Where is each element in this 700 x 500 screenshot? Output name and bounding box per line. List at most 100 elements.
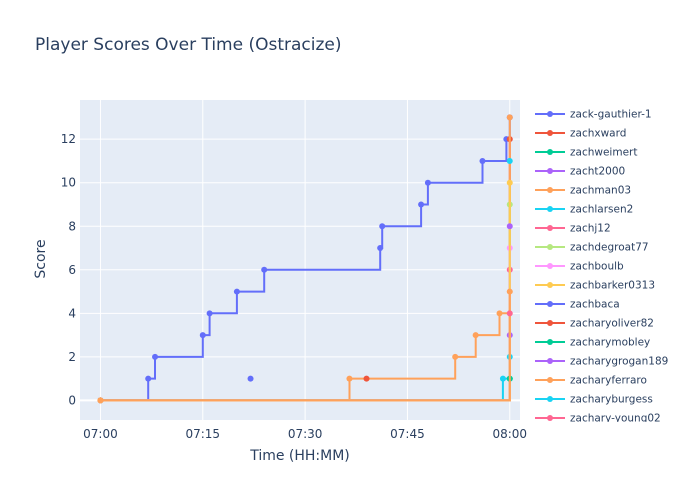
data-point[interactable] <box>506 310 513 317</box>
legend-item[interactable]: zachdegroat77 <box>535 242 649 254</box>
legend[interactable]: zack-gauthier-1 zachxward zachweimert zacht… <box>535 109 668 425</box>
data-point[interactable] <box>363 375 370 382</box>
legend-item[interactable]: zachj12 <box>535 223 611 235</box>
legend-item[interactable]: zachxward <box>535 128 626 140</box>
tick-layer: 07:00 07:15 07:30 07:45 08:00 0 2 4 6 8 10 12 <box>61 132 527 441</box>
legend-swatch-marker <box>547 149 553 155</box>
legend-label: zacharyferraro <box>570 375 647 387</box>
data-point[interactable] <box>506 288 513 295</box>
legend-item[interactable]: zachbaca <box>535 299 620 311</box>
legend-swatch-marker <box>547 301 553 307</box>
data-point[interactable] <box>261 266 268 273</box>
legend-swatch-marker <box>547 339 553 345</box>
x-axis-title: Time (HH:MM) <box>249 448 350 464</box>
legend-label: zacht2000 <box>570 166 625 178</box>
legend-label: zachboulb <box>570 261 624 273</box>
data-point[interactable] <box>496 310 503 317</box>
series-zachary-young02[interactable] <box>506 310 513 317</box>
data-point[interactable] <box>145 375 152 382</box>
data-point[interactable] <box>377 245 384 252</box>
legend-swatch-marker <box>547 244 553 250</box>
series-line <box>100 117 511 402</box>
y-tick-label: 6 <box>68 263 76 277</box>
legend-label: zacharygrogan189 <box>570 356 668 368</box>
legend-item[interactable]: zachman03 <box>535 185 631 197</box>
legend-item[interactable]: zachweimert <box>535 147 637 159</box>
series-zachbaca[interactable] <box>247 375 254 382</box>
data-point[interactable] <box>499 375 506 382</box>
legend-label: zachary-young02 <box>570 413 661 425</box>
data-point[interactable] <box>152 353 159 360</box>
y-tick-label: 8 <box>68 219 76 233</box>
x-tick-label: 08:00 <box>492 427 527 441</box>
legend-label: zachman03 <box>570 185 631 197</box>
legend-item[interactable]: zachary-young02 <box>535 413 661 425</box>
legend-swatch-marker <box>547 263 553 269</box>
legend-label: zacharyburgess <box>570 394 653 406</box>
x-tick-label: 07:15 <box>185 427 220 441</box>
series-zacharygrogan189[interactable] <box>506 223 513 230</box>
legend-label: zachj12 <box>570 223 611 235</box>
data-point[interactable] <box>479 157 486 164</box>
legend-item[interactable]: zachlarsen2 <box>535 204 633 216</box>
x-tick-label: 07:00 <box>83 427 118 441</box>
y-tick-label: 12 <box>61 132 76 146</box>
legend-label: zachbarker0313 <box>570 280 655 292</box>
x-tick-label: 07:45 <box>390 427 425 441</box>
legend-label: zachweimert <box>570 147 637 159</box>
data-point[interactable] <box>379 223 386 230</box>
plot-area <box>80 100 520 420</box>
data-point[interactable] <box>418 201 425 208</box>
legend-item[interactable]: zacharyburgess <box>535 394 653 406</box>
legend-swatch-marker <box>547 320 553 326</box>
legend-item[interactable]: zachboulb <box>535 261 624 273</box>
legend-swatch-marker <box>547 415 553 421</box>
legend-item[interactable]: zack-gauthier-1 <box>535 109 652 121</box>
data-point[interactable] <box>206 310 213 317</box>
legend-swatch-marker <box>547 168 553 174</box>
legend-item[interactable]: zacharygrogan189 <box>535 356 668 368</box>
series-zacharyburgess[interactable] <box>506 157 513 164</box>
legend-swatch-marker <box>547 187 553 193</box>
data-point[interactable] <box>506 179 513 186</box>
data-point[interactable] <box>452 353 459 360</box>
legend-swatch-marker <box>547 396 553 402</box>
legend-label: zachxward <box>570 128 626 140</box>
legend-item[interactable]: zacharymobley <box>535 337 650 349</box>
series-line <box>100 117 511 402</box>
data-point[interactable] <box>233 288 240 295</box>
data-point[interactable] <box>506 114 513 121</box>
y-tick-label: 10 <box>61 176 76 190</box>
legend-swatch-marker <box>547 358 553 364</box>
data-point[interactable] <box>199 332 206 339</box>
legend-label: zachbaca <box>570 299 620 311</box>
data-point[interactable] <box>472 332 479 339</box>
legend-label: zack-gauthier-1 <box>570 109 652 121</box>
legend-swatch-marker <box>547 111 553 117</box>
series-zacharyoliver82[interactable] <box>363 375 370 382</box>
y-axis-title: Score <box>33 239 49 278</box>
legend-item[interactable]: zacht2000 <box>535 166 625 178</box>
y-tick-label: 0 <box>68 393 76 407</box>
chart-title: Player Scores Over Time (Ostracize) <box>35 35 342 55</box>
legend-label: zachdegroat77 <box>570 242 649 254</box>
legend-item[interactable]: zachbarker0313 <box>535 280 655 292</box>
data-point[interactable] <box>424 179 431 186</box>
legend-swatch-marker <box>547 206 553 212</box>
x-tick-label: 07:30 <box>288 427 323 441</box>
legend-item[interactable]: zacharyoliver82 <box>535 318 654 330</box>
legend-swatch-marker <box>547 130 553 136</box>
legend-label: zacharymobley <box>570 337 650 349</box>
data-point[interactable] <box>506 223 513 230</box>
data-point[interactable] <box>247 375 254 382</box>
legend-item[interactable]: zacharyferraro <box>535 375 647 387</box>
y-tick-label: 4 <box>68 306 76 320</box>
series-layer <box>97 114 513 404</box>
data-point[interactable] <box>346 375 353 382</box>
series-zacharyferraro[interactable] <box>97 288 513 404</box>
legend-label: zachlarsen2 <box>570 204 633 216</box>
data-point[interactable] <box>506 157 513 164</box>
data-point[interactable] <box>97 397 104 404</box>
